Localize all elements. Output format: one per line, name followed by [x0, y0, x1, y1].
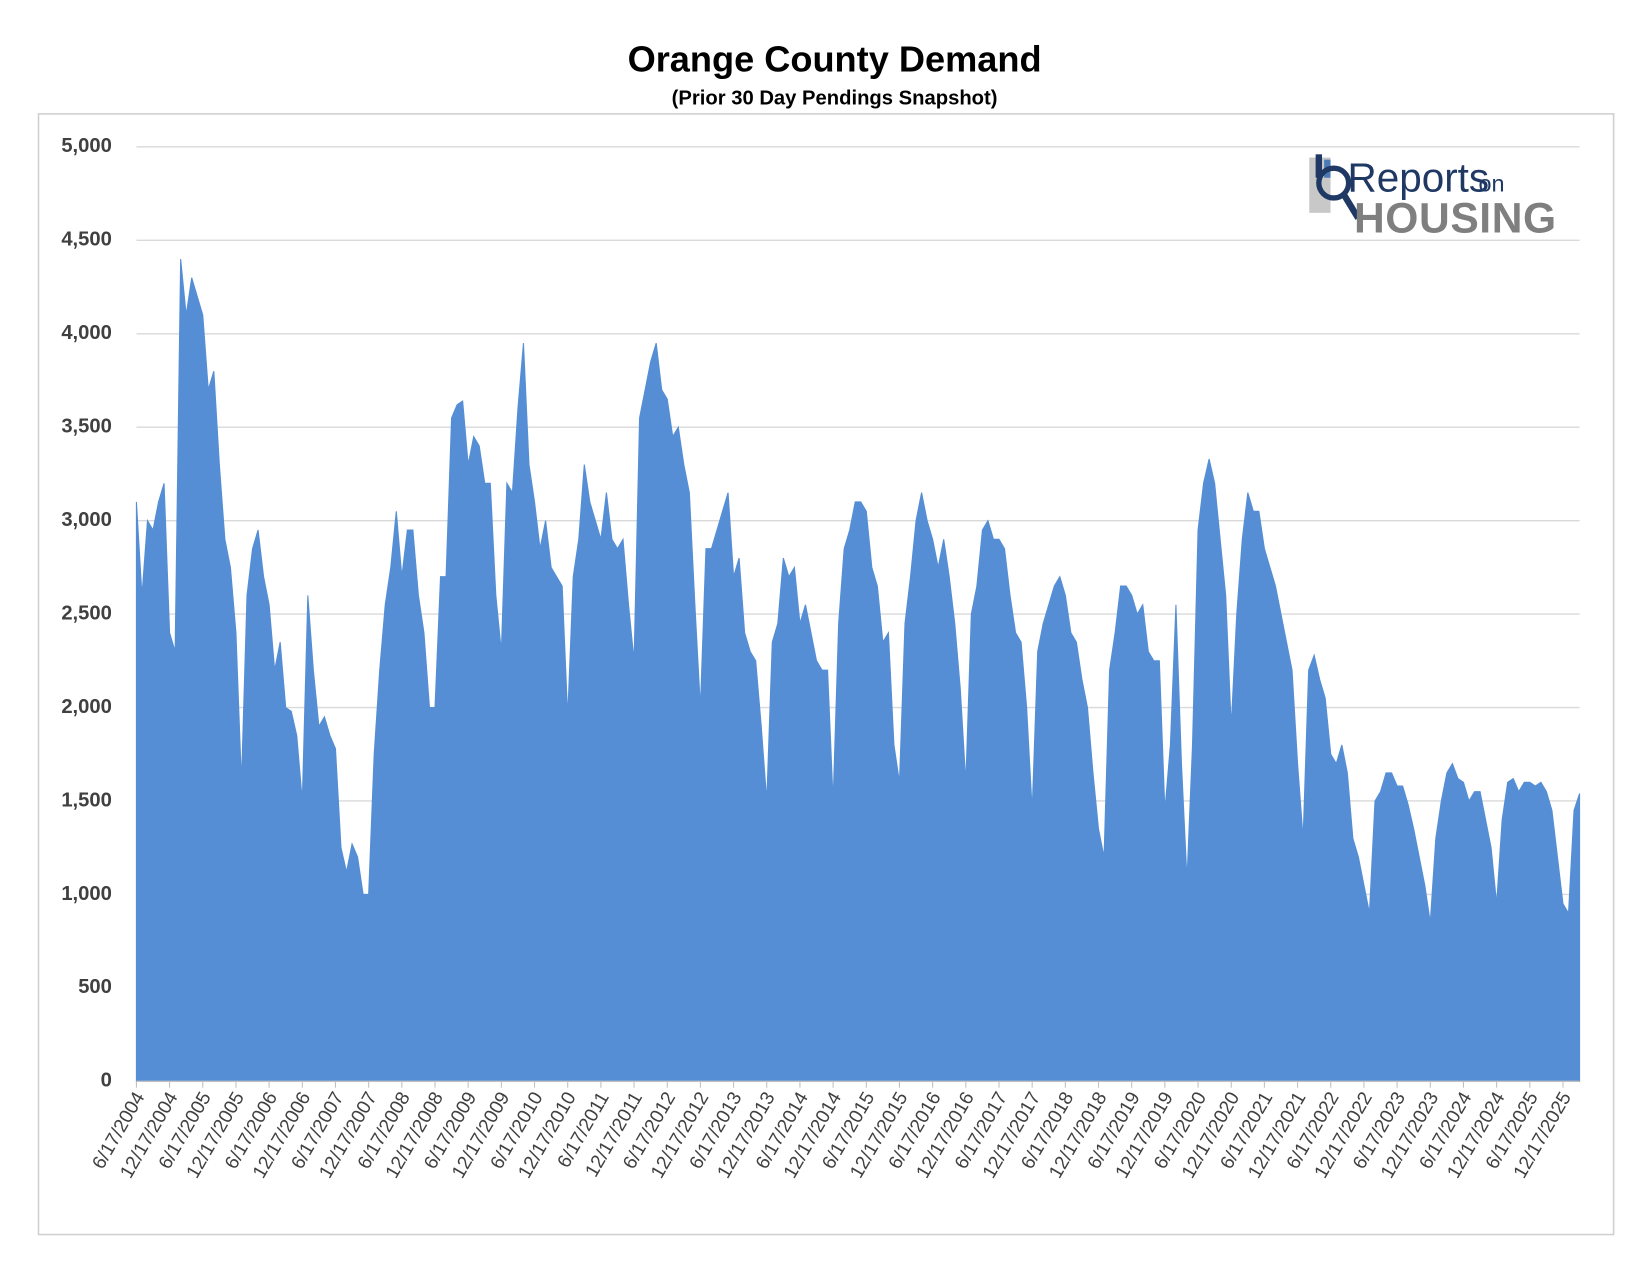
area: [135, 258, 1581, 1082]
y-tick-label: 1,500: [61, 789, 112, 811]
logo-shape: [1316, 165, 1352, 201]
logo-text: HOUSING: [1354, 195, 1556, 243]
logo-shape: [1315, 154, 1323, 178]
chart-subtitle: (Prior 30 Day Pendings Snapshot): [672, 87, 998, 109]
logo-text: on: [1478, 170, 1504, 196]
y-tick-label: 0: [101, 1070, 112, 1092]
y-tick-label: 4,500: [61, 229, 112, 251]
logo: Reports on HOUSING: [1309, 154, 1556, 243]
y-tick-label: 3,000: [61, 509, 112, 531]
chart-title: Orange County Demand: [628, 38, 1042, 79]
y-tick-label: 2,000: [61, 696, 112, 718]
logo-text: Reports: [1348, 155, 1490, 201]
y-tick-label: 3,500: [61, 416, 112, 438]
y-tick-label: 5,000: [61, 135, 112, 157]
y-tick-label: 4,000: [61, 322, 112, 344]
y-tick-label: 1,000: [61, 883, 112, 905]
y-tick-label: 2,500: [61, 602, 112, 624]
y-tick-label: 500: [78, 976, 112, 998]
logo-shape: [1340, 192, 1361, 220]
